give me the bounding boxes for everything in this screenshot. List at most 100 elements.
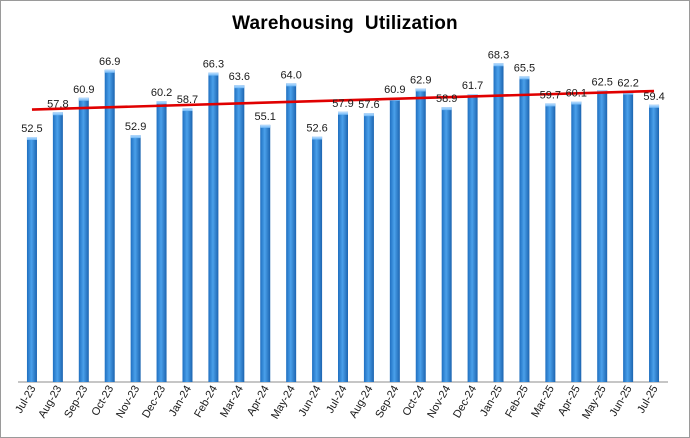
data-label-Sep-23: 60.9 bbox=[73, 84, 94, 96]
bar-cap-Jun-25 bbox=[623, 91, 634, 95]
bar-cap-Mar-24 bbox=[234, 85, 245, 89]
data-label-Jul-24: 57.9 bbox=[332, 98, 353, 110]
bar-Dec-23 bbox=[156, 101, 167, 383]
bar-Jan-24 bbox=[182, 108, 193, 383]
bars-group bbox=[26, 63, 660, 383]
bar-cap-Feb-24 bbox=[208, 72, 219, 76]
bar-Sep-23 bbox=[78, 97, 89, 383]
x-tick-label-May-25: May-25 bbox=[580, 384, 609, 422]
bar-cap-Sep-23 bbox=[78, 97, 89, 101]
bar-Apr-25 bbox=[571, 101, 582, 383]
x-tick-label-Nov-24: Nov-24 bbox=[425, 384, 453, 421]
bar-cap-Jul-24 bbox=[338, 111, 348, 115]
bar-Jul-25 bbox=[649, 104, 660, 383]
data-label-Feb-25: 65.5 bbox=[514, 62, 535, 74]
bar-Mar-25 bbox=[545, 103, 556, 383]
x-tick-label-Oct-23: Oct-23 bbox=[89, 384, 116, 419]
data-label-Oct-24: 62.9 bbox=[410, 74, 431, 86]
data-label-Aug-24: 57.6 bbox=[358, 99, 379, 111]
bar-Feb-24 bbox=[208, 72, 219, 382]
bar-cap-Apr-24 bbox=[260, 124, 271, 128]
bar-cap-Jan-24 bbox=[182, 108, 193, 112]
data-labels-group: 52.5 57.8 60.9 66.9 52.9 60.2 58.7 66.3 63.6 55.1… bbox=[21, 49, 665, 135]
bar-cap-May-24 bbox=[286, 83, 297, 87]
data-label-Jan-25: 68.3 bbox=[488, 49, 509, 61]
x-tick-label-Apr-25: Apr-25 bbox=[556, 384, 583, 419]
data-label-Jan-24: 58.7 bbox=[177, 94, 198, 106]
chart-title: Warehousing Utilization bbox=[232, 13, 458, 34]
data-label-Apr-24: 55.1 bbox=[255, 111, 276, 123]
bar-May-24 bbox=[286, 83, 297, 382]
data-label-May-24: 64.0 bbox=[280, 69, 301, 81]
bar-cap-Jul-25 bbox=[649, 104, 660, 108]
x-tick-label-Apr-24: Apr-24 bbox=[245, 384, 272, 419]
bar-cap-Jul-23 bbox=[26, 137, 37, 140]
bar-cap-Oct-24 bbox=[415, 88, 426, 92]
bar-cap-Dec-23 bbox=[156, 101, 167, 105]
data-label-Dec-23: 60.2 bbox=[151, 87, 172, 99]
bar-Jun-25 bbox=[623, 91, 634, 382]
data-label-Jun-25: 62.2 bbox=[617, 78, 638, 90]
bar-cap-Oct-23 bbox=[104, 69, 115, 73]
bar-Nov-24 bbox=[441, 107, 452, 382]
x-tick-label-Jul-24: Jul-24 bbox=[324, 384, 349, 416]
x-tick-label-Dec-23: Dec-23 bbox=[140, 384, 168, 421]
bar-Jan-25 bbox=[493, 63, 504, 383]
data-label-Nov-23: 52.9 bbox=[125, 121, 146, 133]
data-label-Jul-23: 52.5 bbox=[21, 123, 42, 135]
x-tick-label-Mar-24: Mar-24 bbox=[218, 384, 246, 420]
bar-Aug-24 bbox=[363, 113, 374, 382]
bar-cap-Jun-24 bbox=[312, 136, 323, 140]
x-tick-label-Dec-24: Dec-24 bbox=[451, 383, 479, 420]
x-tick-label-Feb-25: Feb-25 bbox=[503, 384, 531, 420]
data-label-Jun-24: 52.6 bbox=[306, 123, 327, 135]
data-label-Oct-23: 66.9 bbox=[99, 56, 120, 68]
bar-cap-Aug-24 bbox=[363, 113, 374, 117]
x-tick-label-Feb-24: Feb-24 bbox=[192, 384, 220, 420]
x-tick-label-Nov-23: Nov-23 bbox=[114, 384, 142, 421]
data-label-Feb-24: 66.3 bbox=[203, 59, 224, 71]
bar-cap-Feb-25 bbox=[519, 76, 530, 80]
data-label-Nov-24: 58.9 bbox=[436, 93, 457, 105]
bar-Mar-24 bbox=[234, 85, 245, 382]
bar-Jul-24 bbox=[338, 111, 348, 383]
x-tick-label-Jun-24: Jun-24 bbox=[296, 384, 323, 419]
x-tick-label-Jul-25: Jul-25 bbox=[635, 384, 660, 416]
bar-Oct-24 bbox=[415, 88, 426, 382]
bar-cap-Apr-25 bbox=[571, 101, 582, 105]
bar-cap-Nov-24 bbox=[441, 107, 452, 111]
bar-Jun-24 bbox=[312, 136, 323, 382]
x-tick-label-Sep-24: Sep-24 bbox=[373, 384, 401, 421]
bar-Apr-24 bbox=[260, 124, 271, 382]
data-label-Aug-23: 57.8 bbox=[47, 98, 68, 110]
bar-cap-Mar-25 bbox=[545, 103, 556, 107]
data-label-Jul-25: 59.4 bbox=[643, 91, 664, 103]
trendline bbox=[31, 89, 655, 111]
bar-Nov-23 bbox=[130, 135, 141, 382]
x-tick-label-Mar-25: Mar-25 bbox=[529, 384, 557, 420]
x-tick-label-Jul-23: Jul-23 bbox=[13, 384, 38, 416]
bar-cap-Jan-25 bbox=[493, 63, 504, 67]
trendline-group bbox=[31, 89, 655, 111]
data-label-Apr-25: 60.1 bbox=[566, 88, 587, 100]
data-label-Mar-24: 63.6 bbox=[229, 71, 250, 83]
bar-cap-Aug-23 bbox=[52, 112, 63, 116]
bar-Feb-25 bbox=[519, 76, 530, 382]
x-tick-label-Jan-24: Jan-24 bbox=[167, 384, 194, 419]
bar-Dec-24 bbox=[467, 94, 478, 383]
data-label-May-25: 62.5 bbox=[591, 76, 612, 88]
x-tick-label-Sep-23: Sep-23 bbox=[62, 384, 90, 421]
bar-Oct-23 bbox=[104, 69, 115, 383]
bar-Jul-23 bbox=[26, 137, 37, 382]
bar-Sep-24 bbox=[389, 97, 400, 383]
x-tick-label-Jun-25: Jun-25 bbox=[608, 384, 635, 419]
x-tick-label-Aug-24: Aug-24 bbox=[347, 384, 375, 421]
x-tick-label-Jan-25: Jan-25 bbox=[478, 384, 505, 419]
bar-Aug-23 bbox=[52, 112, 63, 383]
bar-cap-Nov-23 bbox=[130, 135, 141, 139]
data-label-Sep-24: 60.9 bbox=[384, 84, 405, 96]
data-label-Dec-24: 61.7 bbox=[462, 80, 483, 92]
x-tick-label-Aug-23: Aug-23 bbox=[36, 384, 64, 421]
